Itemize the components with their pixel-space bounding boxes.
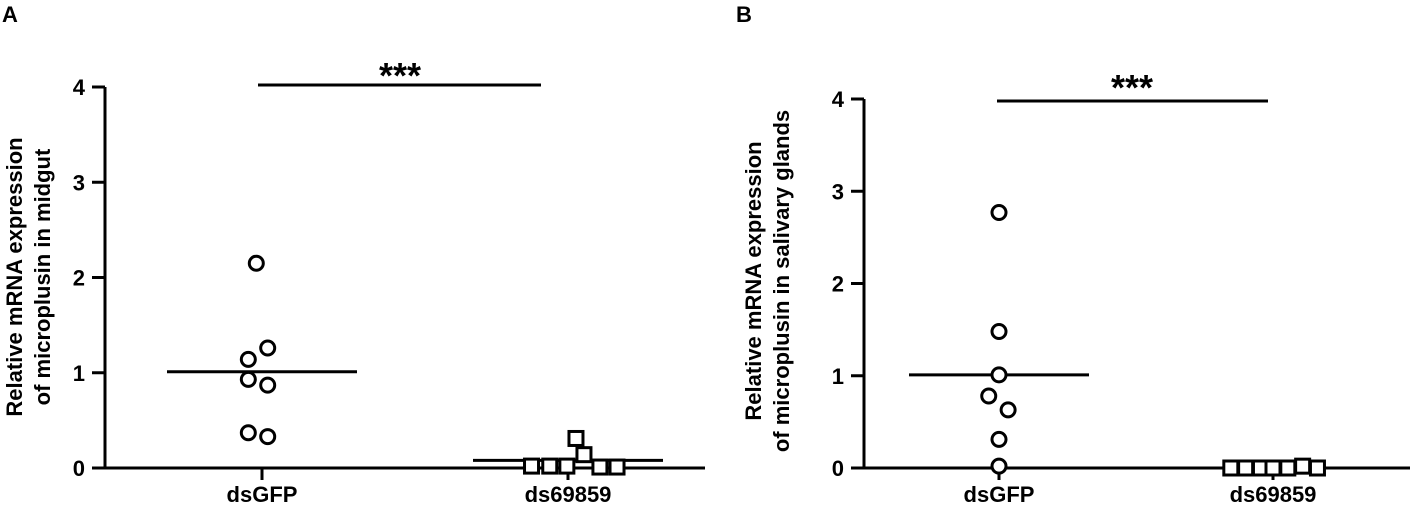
y-tick-label: 0 [73,456,85,481]
category-label-ds69859-a: ds69859 [525,482,612,507]
panel-a: A Relative mRNA expression of microplusi… [2,2,705,507]
panel-b: B Relative mRNA expression of microplusi… [736,2,1410,507]
y-axis-label-line1-a: Relative mRNA expression [2,137,27,416]
panel-letter-a: A [2,2,18,27]
data-point-square [1279,459,1297,477]
data-point-square [1237,459,1255,477]
category-label-dsgfp-b: dsGFP [964,482,1035,507]
y-tick-label: 2 [832,272,844,297]
y-axis-label-line1-b: Relative mRNA expression [741,141,766,420]
category-label-dsgfp-a: dsGFP [227,482,298,507]
data-point-circle [990,366,1008,384]
data-point-circle [247,254,265,272]
y-tick-label: 0 [832,456,844,481]
significance-label-a: *** [379,55,421,96]
data-point-square [558,457,576,475]
data-point-square [523,457,541,475]
data-point-circle [990,203,1008,221]
y-tick-label: 4 [73,75,86,100]
y-tick-label: 4 [832,87,845,112]
data-point-circle [999,401,1017,419]
data-point-square [1264,459,1282,477]
data-point-circle [990,430,1008,448]
y-tick-label: 3 [73,170,85,195]
data-point-circle [990,457,1008,475]
y-tick-label: 3 [832,179,844,204]
data-point-circle [239,350,257,368]
data-point-square [1294,457,1312,475]
category-label-ds69859-b: ds69859 [1230,482,1317,507]
data-point-square [1308,459,1326,477]
y-tick-label: 2 [73,266,85,291]
data-point-circle [239,370,257,388]
y-axis-label-line2-a: of microplusin in midgut [30,148,55,405]
y-tick-label: 1 [73,361,85,386]
y-axis-label-line2-b: of microplusin in salivary glands [769,110,794,452]
data-point-circle [990,322,1008,340]
panel-letter-b: B [736,2,752,27]
data-point-square [541,457,559,475]
data-point-circle [259,428,277,446]
data-point-square [567,429,585,447]
data-point-circle [259,339,277,357]
data-point-square [575,446,593,464]
data-point-circle [259,376,277,394]
data-point-circle [239,424,257,442]
plot-area-b: 0 1 2 3 4 [832,87,1410,481]
data-point-circle [980,387,998,405]
data-point-square [591,458,609,476]
y-tick-label: 1 [832,364,844,389]
data-point-square [1222,459,1240,477]
data-point-square [608,458,626,476]
plot-area-a: 0 1 2 3 4 [73,75,705,481]
